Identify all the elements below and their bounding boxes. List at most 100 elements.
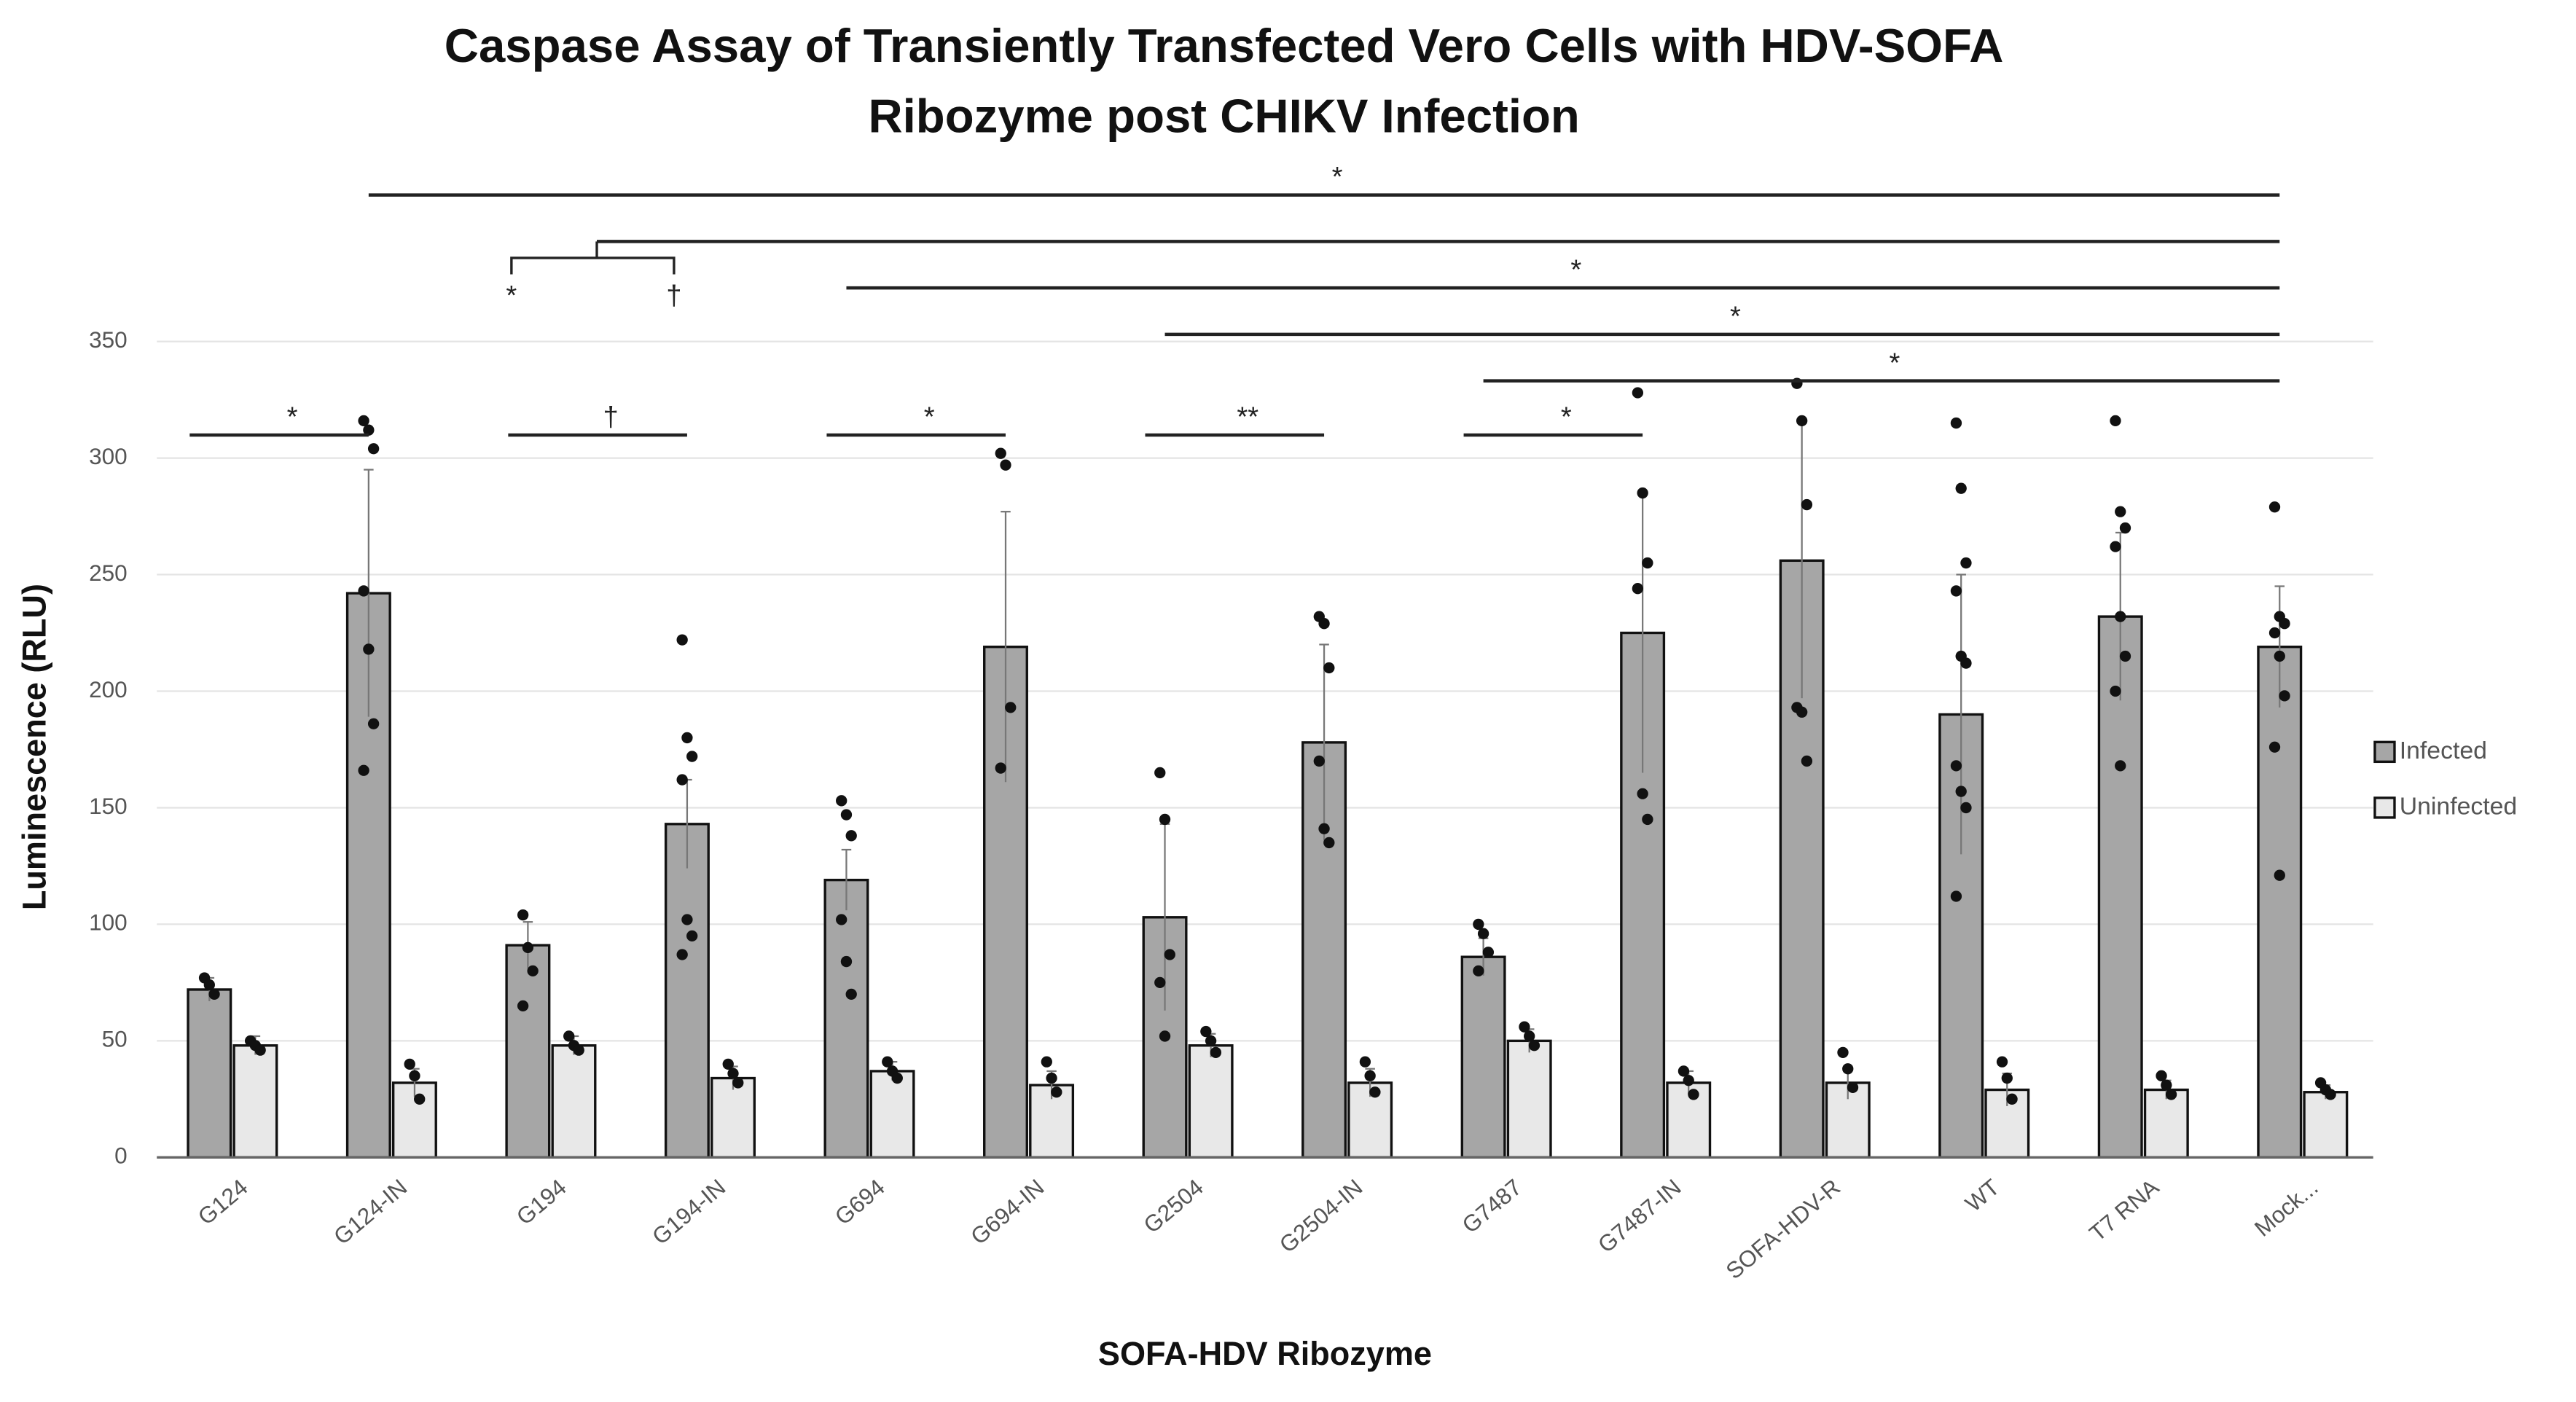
x-tick-label: G694 (830, 1174, 890, 1230)
data-point (845, 830, 857, 842)
data-point (1519, 1021, 1530, 1033)
x-tick-label: G194 (512, 1174, 571, 1230)
data-point (1677, 1065, 1690, 1077)
data-point (1955, 786, 1967, 797)
bar (505, 944, 551, 1159)
data-point (1801, 498, 1813, 511)
data-point (686, 751, 698, 762)
data-point (676, 949, 688, 960)
data-point (1318, 618, 1330, 630)
data-point (2165, 1089, 2177, 1100)
significance-label: * (1570, 254, 1581, 286)
y-tick-label: 100 (89, 909, 128, 936)
y-tick-label: 200 (89, 676, 128, 702)
bar (869, 1070, 915, 1159)
data-point (409, 1070, 420, 1082)
data-point (1041, 1056, 1052, 1068)
data-point (1950, 417, 1962, 429)
y-axis-title: Luminescence (RLU) (16, 584, 53, 910)
data-point (563, 1030, 575, 1042)
data-point (686, 930, 698, 942)
data-point (836, 914, 847, 925)
data-point (681, 914, 693, 925)
data-point (1528, 1040, 1540, 1052)
data-point (2268, 627, 2281, 639)
data-point (1369, 1086, 1381, 1098)
data-point (1154, 767, 1166, 779)
data-point (1477, 928, 1489, 939)
data-point (363, 424, 375, 436)
significance-bracket (510, 256, 676, 275)
bar (187, 988, 232, 1159)
data-point (1632, 387, 1644, 399)
significance-label: † (603, 402, 619, 433)
significance-label: † (666, 280, 681, 311)
x-tick-label: WT (1960, 1174, 2005, 1217)
significance-label: ** (1237, 402, 1258, 433)
significance-label: * (1561, 402, 1572, 433)
data-point (363, 643, 375, 655)
x-tick-label: SOFA-HDV-R (1720, 1174, 1845, 1284)
data-point (1200, 1025, 1212, 1038)
data-point (2268, 741, 2281, 753)
data-point (203, 979, 215, 991)
data-point (2156, 1070, 2167, 1082)
bar (2257, 646, 2303, 1159)
bar (1188, 1044, 1234, 1159)
data-point (1323, 837, 1335, 849)
data-point (1801, 755, 1813, 767)
data-point (995, 762, 1006, 774)
data-point (1796, 706, 1808, 718)
bar (1506, 1039, 1552, 1159)
x-tick-label: G194-IN (647, 1174, 730, 1250)
data-point (358, 764, 369, 776)
bar (710, 1076, 756, 1159)
data-point (2115, 506, 2126, 517)
data-point (573, 1044, 584, 1056)
data-point (208, 988, 220, 1000)
significance-label: * (1332, 161, 1343, 192)
bar (232, 1044, 278, 1159)
data-point (367, 443, 380, 455)
data-point (676, 634, 688, 646)
data-point (2115, 611, 2126, 622)
data-point (732, 1077, 744, 1089)
data-point (840, 809, 853, 821)
data-point (1796, 415, 1808, 427)
significance-label: * (287, 402, 298, 433)
data-point (358, 585, 369, 597)
data-point (2268, 501, 2281, 513)
significance-label: * (1890, 347, 1900, 378)
data-point (882, 1056, 893, 1068)
data-point (1683, 1075, 1694, 1086)
significance-label: * (924, 402, 935, 433)
data-point (2006, 1093, 2018, 1105)
data-point (1524, 1030, 1535, 1042)
data-point (404, 1058, 415, 1070)
data-point (1642, 813, 1653, 826)
data-point (1637, 788, 1648, 799)
data-point (527, 965, 539, 977)
data-point (1000, 459, 1011, 471)
data-point (2274, 869, 2285, 881)
data-point (1154, 976, 1166, 989)
data-point (1051, 1086, 1062, 1098)
data-point (1313, 755, 1325, 767)
legend-label: Infected (2400, 737, 2487, 764)
y-tick-label: 50 (102, 1026, 128, 1052)
data-point (2115, 760, 2126, 772)
data-point (845, 988, 857, 1000)
legend-swatch (2373, 796, 2396, 819)
data-point (1837, 1046, 1849, 1059)
significance-label: * (1730, 301, 1741, 332)
data-point (1950, 760, 1962, 772)
significance-label: * (506, 280, 517, 311)
data-point (1482, 947, 1495, 958)
data-point (517, 1000, 529, 1012)
y-tick-label: 0 (114, 1143, 128, 1169)
data-point (367, 718, 380, 729)
y-tick-label: 300 (89, 443, 128, 469)
chart-title: Ribozyme post CHIKV Infection (868, 90, 1579, 143)
data-point (2274, 650, 2285, 662)
